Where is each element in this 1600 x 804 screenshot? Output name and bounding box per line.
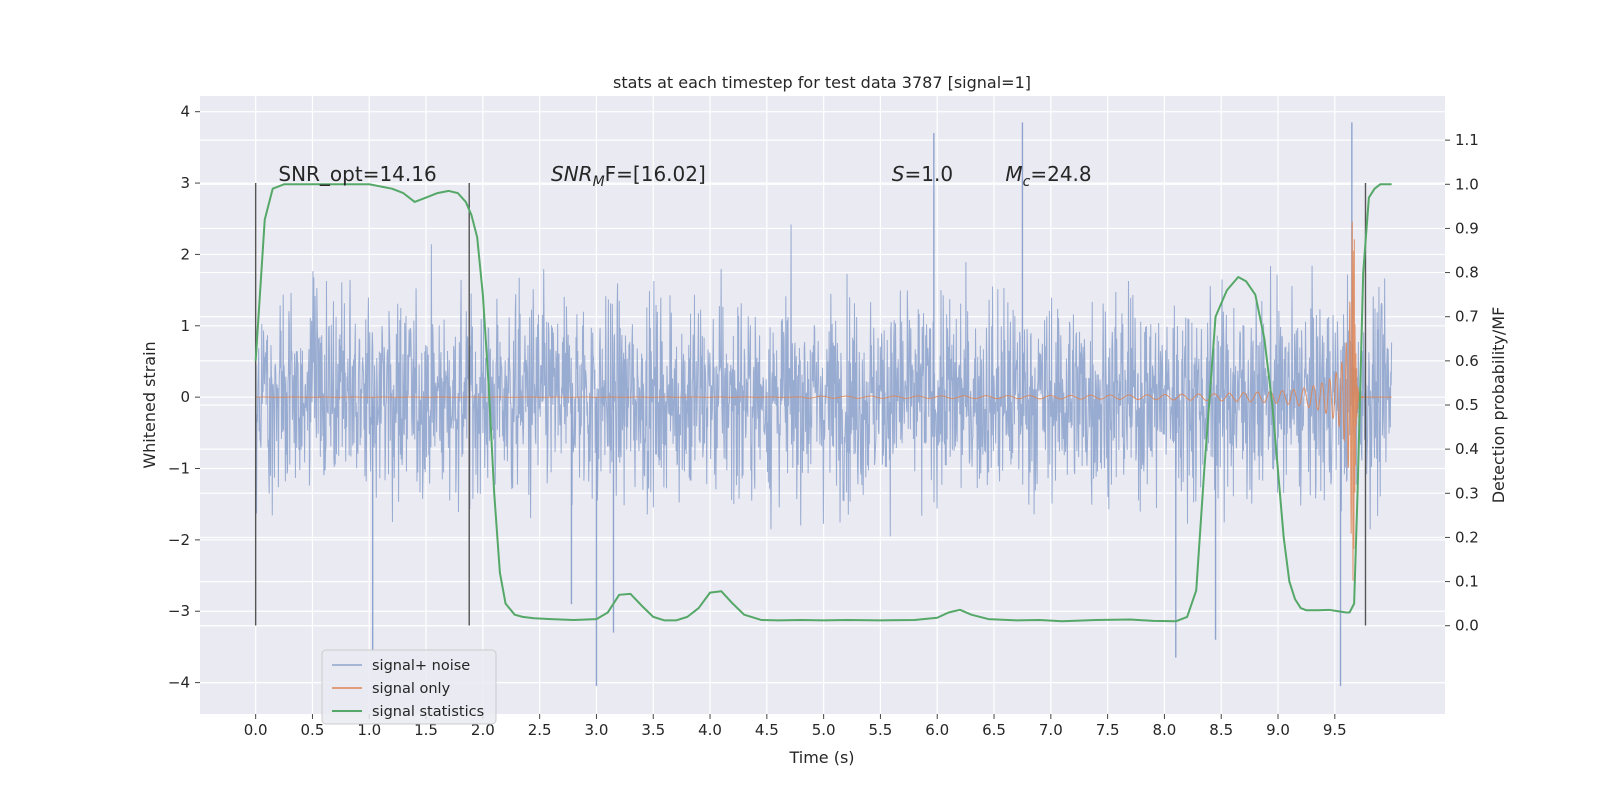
legend-label: signal+ noise [372, 658, 470, 674]
y-tick-label-left: −2 [168, 531, 190, 549]
annotation-layer: SNR_opt=14.16 SNRMF=[16.02] S=1.0 Mc=24.8 [278, 162, 1091, 190]
x-tick-label: 0.0 [244, 721, 268, 739]
annotation-prefix: M [1005, 162, 1022, 186]
legend-label: signal only [372, 681, 451, 697]
annotation-text: S=1.0 [892, 162, 953, 186]
x-tick-label: 0.5 [301, 721, 325, 739]
y-tick-label-left: 3 [180, 174, 190, 192]
y-tick-label-left: 4 [180, 103, 190, 121]
y-tick-label-right: 1.1 [1455, 131, 1479, 149]
legend-label: signal statistics [372, 704, 484, 720]
x-tick-label: 2.0 [471, 721, 495, 739]
y-tick-label-right: 0.5 [1455, 396, 1479, 414]
y-tick-label-right: 0.6 [1455, 352, 1479, 370]
legend: signal+ noise signal only signal statistic… [321, 649, 497, 725]
signal-statistics-line [254, 183, 1392, 623]
y-axis-label-left: Whitened strain [140, 341, 159, 468]
chart-title: stats at each timestep for test data 378… [613, 73, 1031, 92]
x-tick-label: 8.5 [1209, 721, 1233, 739]
y-axis-label-right: Detection probability/MF [1489, 307, 1508, 504]
x-tick-label: 5.0 [812, 721, 836, 739]
annotation-subscript: c [1023, 174, 1031, 190]
y-tick-label-left: −3 [168, 602, 190, 620]
x-axis-label: Time (s) [788, 748, 854, 767]
annotation-text: Mc=24.8 [1005, 162, 1091, 190]
annotation-suffix: F=[16.02] [605, 162, 706, 186]
x-tick-label: 3.5 [641, 721, 665, 739]
signal-only-line [255, 221, 1392, 581]
y-tick-label-left: 2 [180, 245, 190, 263]
x-tick-label: 7.0 [1039, 721, 1063, 739]
annotation-prefix: SNR_opt=14.16 [278, 162, 436, 186]
annotation-suffix: =1.0 [904, 162, 953, 186]
x-tick-label: 4.0 [698, 721, 722, 739]
y-tick-label-right: 0.1 [1455, 573, 1479, 591]
x-tick-label: 9.0 [1266, 721, 1290, 739]
y-tick-label-right: 0.8 [1455, 264, 1479, 282]
annotation-text: SNRMF=[16.02] [551, 162, 706, 190]
x-tick-label: 6.5 [982, 721, 1006, 739]
y-tick-label-left: −4 [168, 674, 190, 692]
y-tick-label-right: 1.0 [1455, 175, 1479, 193]
x-tick-label: 1.0 [357, 721, 381, 739]
x-tick-label: 9.5 [1323, 721, 1347, 739]
annotation-prefix: S [892, 162, 905, 186]
annotation-subscript: M [593, 174, 605, 190]
y-tick-label-left: 0 [180, 388, 190, 406]
annotation-suffix: =24.8 [1030, 162, 1091, 186]
annotation-text: SNR_opt=14.16 [278, 162, 436, 186]
annotation-prefix: SNR [551, 162, 593, 186]
x-tick-label: 3.0 [585, 721, 609, 739]
x-tick-label: 5.5 [869, 721, 893, 739]
y-tick-label-right: 0.7 [1455, 308, 1479, 326]
x-tick-label: 1.5 [414, 721, 438, 739]
legend-box [321, 649, 497, 725]
x-tick-label: 6.0 [925, 721, 949, 739]
x-tick-label: 7.5 [1096, 721, 1120, 739]
y-tick-label-right: 0.3 [1455, 484, 1479, 502]
y-tick-label-left: −1 [168, 460, 190, 478]
y-tick-label-left: 1 [180, 317, 190, 335]
y-tick-label-right: 0.4 [1455, 440, 1479, 458]
y-tick-label-right: 0.9 [1455, 219, 1479, 237]
y-tick-label-right: 0.0 [1455, 617, 1479, 635]
y-tick-label-right: 0.2 [1455, 528, 1479, 546]
x-tick-label: 2.5 [528, 721, 552, 739]
noise-series-line [255, 224, 1393, 537]
x-tick-label: 4.5 [755, 721, 779, 739]
x-tick-label: 8.0 [1152, 721, 1176, 739]
axis-layer: 0.0 0.5 1.0 1.5 2.0 2.5 3.0 3.5 4.0 4.5 5.0 5.5 6.0 6… [168, 103, 1479, 739]
data-layer [254, 122, 1393, 687]
